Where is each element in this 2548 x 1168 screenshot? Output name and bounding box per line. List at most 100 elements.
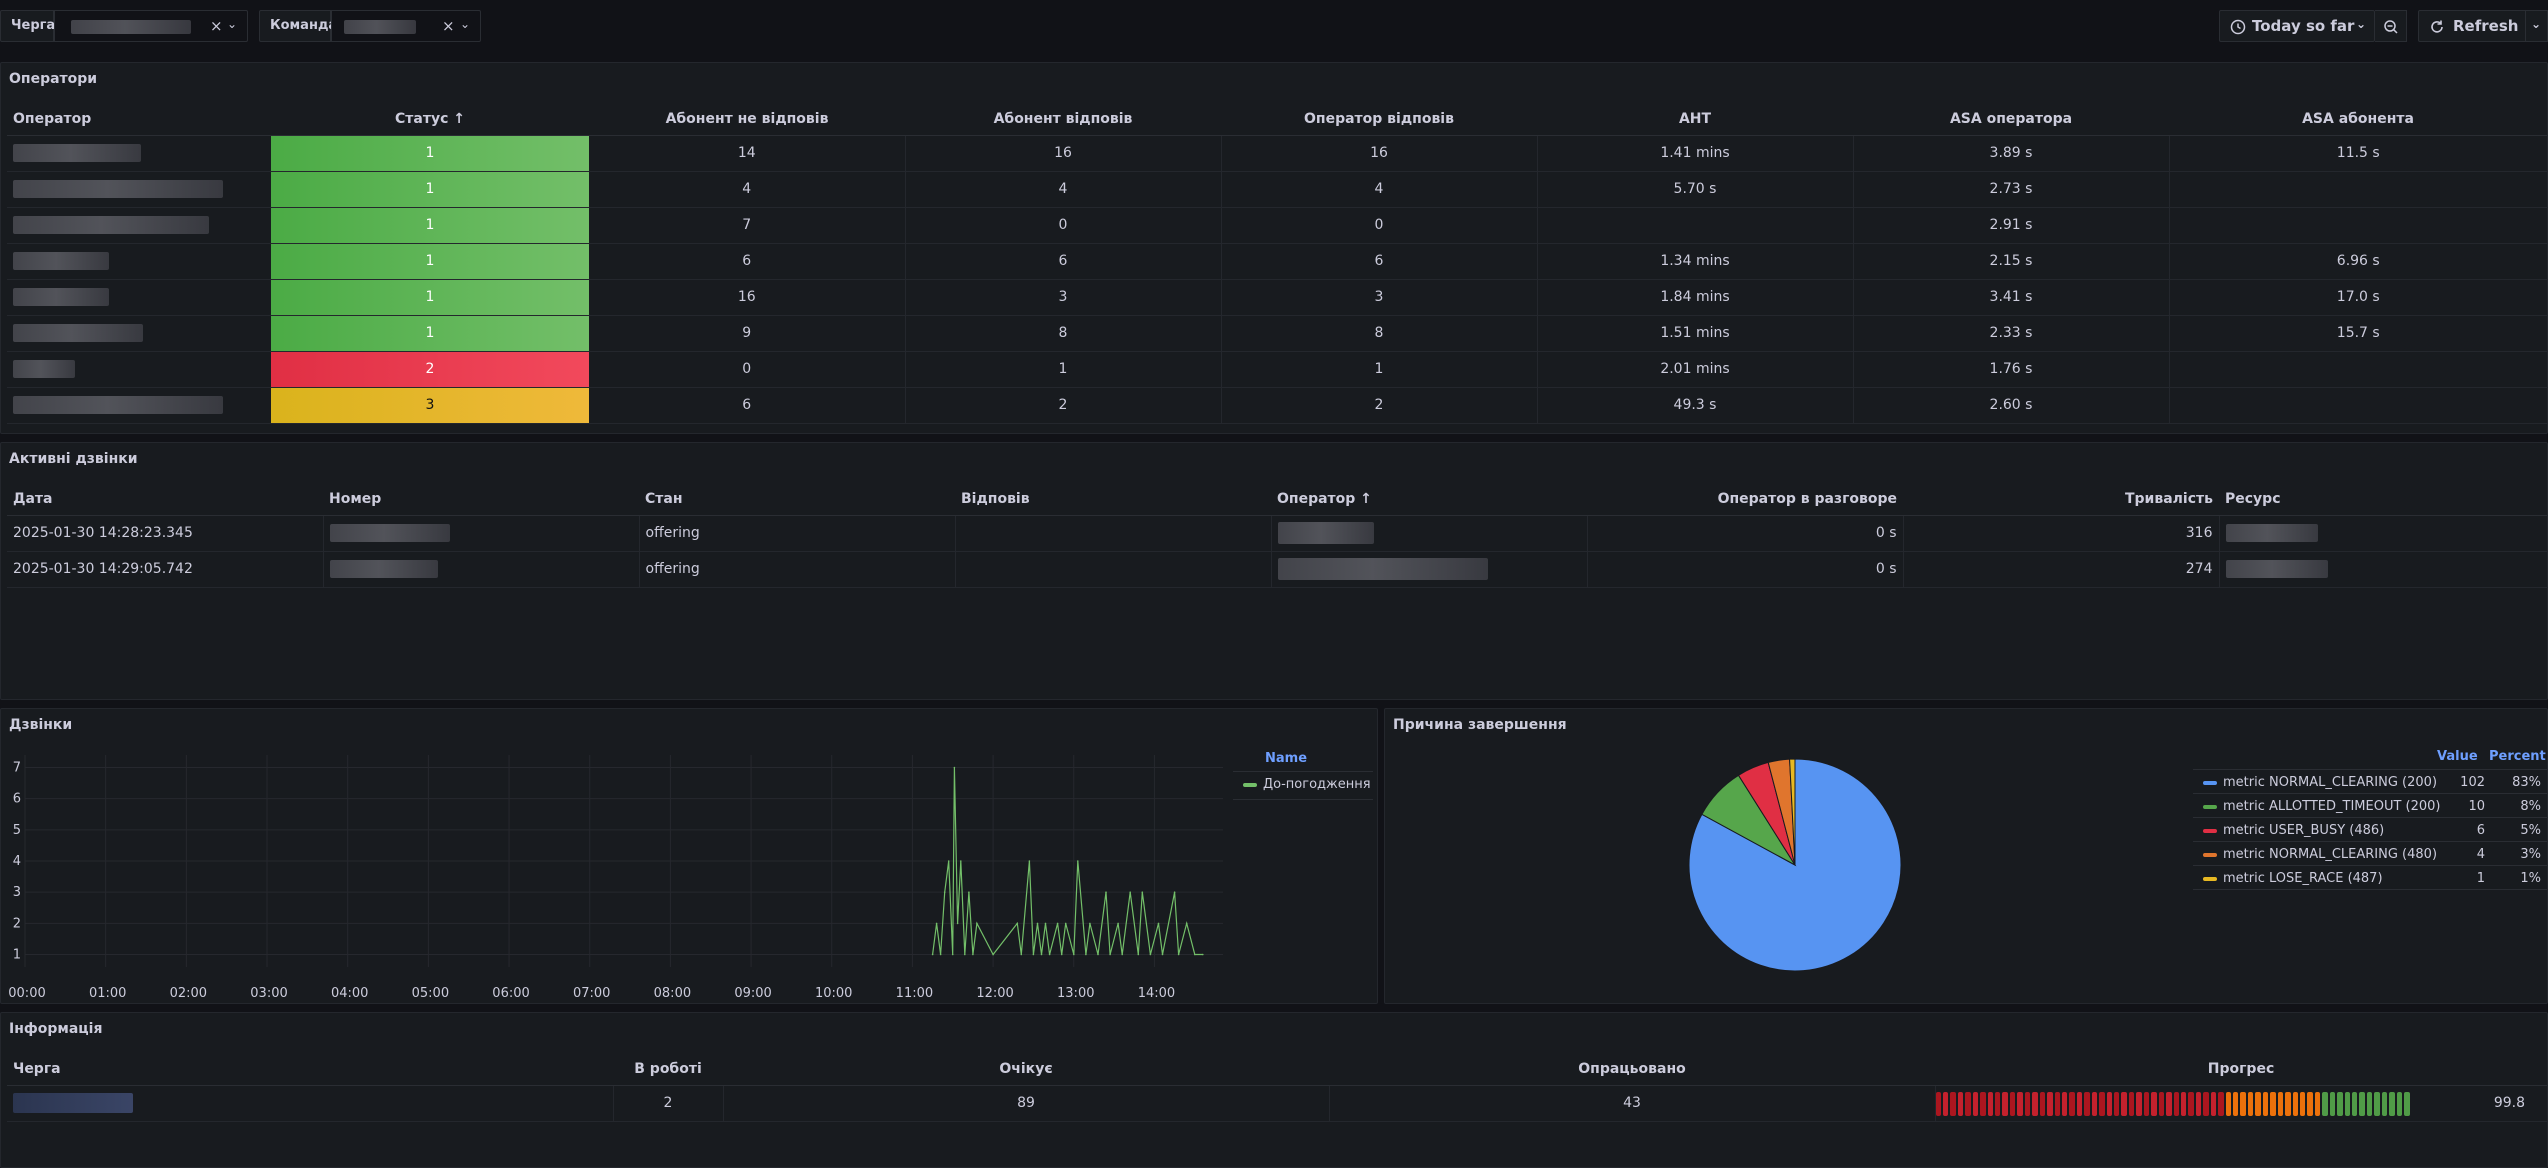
column-header-asa-subscriber[interactable]: ASA абонента <box>2169 103 2547 136</box>
table-row: 2 0 1 1 2.01 mins 1.76 s <box>7 351 2547 388</box>
asa-subscriber-cell <box>2169 171 2547 208</box>
gauge-segment <box>2262 1091 2269 1116</box>
refresh-label: Refresh <box>2453 17 2519 35</box>
legend-percent: 5% <box>2520 823 2541 838</box>
column-header-answered[interactable]: Відповів <box>955 483 1271 516</box>
column-header-operator[interactable]: Оператор <box>7 103 271 136</box>
calls-chart[interactable]: 1 2 3 4 5 6 7 00:00 01:00 02:00 03:00 04:00 05:00 06:… <box>1 745 1231 1003</box>
data-point <box>935 922 938 925</box>
column-header-in-talk[interactable]: Оператор в разговоре <box>1587 483 1903 516</box>
column-header-status[interactable]: Статус ↑ <box>271 103 589 136</box>
column-header-duration[interactable]: Тривалість <box>1903 483 2219 516</box>
column-header-queue[interactable]: Черга <box>7 1053 613 1086</box>
legend-item[interactable]: metric USER_BUSY (486) 6 5% <box>2203 823 2547 838</box>
aht-cell <box>1537 207 1854 244</box>
column-header-no-answer[interactable]: Абонент не відповів <box>589 103 905 136</box>
clear-icon[interactable]: × <box>210 17 223 35</box>
legend-item[interactable]: metric NORMAL_CLEARING (200) 102 83% <box>2203 775 2547 790</box>
data-point <box>1202 953 1204 956</box>
gauge-segment <box>2136 1091 2142 1116</box>
column-header-progress[interactable]: Прогрес <box>1935 1053 2547 1086</box>
chevron-down-icon: ⌄ <box>2531 17 2542 31</box>
operator-cell <box>7 387 271 424</box>
column-header-processed[interactable]: Опрацьовано <box>1329 1053 1935 1086</box>
in-talk-cell: 0 s <box>1587 551 1904 588</box>
operator-name-redacted <box>1277 522 1374 544</box>
progress-value: 99.8 <box>2493 1094 2525 1111</box>
legend-item[interactable]: metric NORMAL_CLEARING (480) 4 3% <box>2203 847 2547 862</box>
x-tick-label: 10:00 <box>815 986 852 1001</box>
y-tick-label: 5 <box>13 823 21 838</box>
column-header-operator[interactable]: Оператор ↑ <box>1271 483 1587 516</box>
gauge-segment <box>2299 1091 2306 1116</box>
column-header-aht[interactable]: AHT <box>1537 103 1853 136</box>
chevron-down-icon: ⌄ <box>2356 17 2367 31</box>
operator-answered-cell: 4 <box>1221 171 1538 208</box>
data-point <box>1089 922 1091 925</box>
gauge-segment <box>2322 1091 2328 1116</box>
queue-value-redacted <box>71 20 191 34</box>
answered-cell <box>955 515 1272 552</box>
column-header-in-work[interactable]: В роботі <box>613 1053 723 1086</box>
chevron-down-icon[interactable]: ⌄ <box>460 17 471 31</box>
number-redacted <box>329 560 438 578</box>
zoom-out-icon <box>2384 20 2398 34</box>
x-tick-label: 06:00 <box>492 986 529 1001</box>
data-point <box>1097 953 1099 956</box>
chevron-down-icon[interactable]: ⌄ <box>227 17 238 31</box>
queue-variable-select[interactable]: × ⌄ <box>54 10 248 42</box>
column-header-answered[interactable]: Абонент відповів <box>905 103 1221 136</box>
column-header-operator-answered[interactable]: Оператор відповів <box>1221 103 1537 136</box>
operator-name-redacted <box>13 252 109 270</box>
aht-cell: 1.51 mins <box>1537 315 1854 352</box>
legend-item[interactable]: metric LOSE_RACE (487) 1 1% <box>2203 871 2547 886</box>
table-row: 1 4 4 4 5.70 s 2.73 s <box>7 171 2547 208</box>
asa-subscriber-cell <box>2169 207 2547 244</box>
legend-percent-header[interactable]: Percent <box>2489 749 2546 764</box>
operator-cell <box>7 135 271 172</box>
aht-cell: 5.70 s <box>1537 171 1854 208</box>
data-point <box>964 953 966 956</box>
column-header-asa-operator[interactable]: ASA оператора <box>1853 103 2169 136</box>
refresh-button[interactable]: Refresh <box>2418 10 2526 42</box>
refresh-icon <box>2431 20 2443 33</box>
operator-cell <box>7 171 271 208</box>
data-point <box>968 891 970 893</box>
no-answer-cell: 6 <box>589 243 906 280</box>
column-header-number[interactable]: Номер <box>323 483 639 516</box>
gauge-segment <box>2374 1091 2380 1116</box>
data-point <box>1020 953 1023 956</box>
number-redacted <box>329 524 450 542</box>
gauge-segment <box>2203 1091 2209 1116</box>
column-header-state[interactable]: Стан <box>639 483 955 516</box>
reasons-pie-chart[interactable] <box>1685 755 1925 995</box>
operator-cell <box>1271 551 1588 588</box>
time-range-picker[interactable]: Today so far ⌄ <box>2219 10 2375 42</box>
in-work-cell: 2 <box>613 1085 724 1122</box>
legend-swatch <box>2203 804 2217 809</box>
legend-item[interactable]: До-погодження <box>1243 777 1371 792</box>
data-point <box>1109 953 1111 956</box>
answered-cell: 2 <box>905 387 1222 424</box>
no-answer-cell: 4 <box>589 171 906 208</box>
asa-operator-cell: 3.89 s <box>1853 135 2170 172</box>
data-point <box>1161 953 1164 956</box>
clear-icon[interactable]: × <box>442 17 455 35</box>
legend-swatch <box>2203 876 2217 881</box>
pie-slice[interactable] <box>1789 758 1796 866</box>
column-header-waiting[interactable]: Очікує <box>723 1053 1329 1086</box>
column-header-date[interactable]: Дата <box>7 483 323 516</box>
operator-answered-cell: 6 <box>1221 243 1538 280</box>
team-variable-select[interactable]: × ⌄ <box>331 10 481 42</box>
data-point <box>1036 922 1039 925</box>
gauge-segment <box>2188 1091 2194 1116</box>
legend-item[interactable]: metric ALLOTTED_TIMEOUT (200) 10 8% <box>2203 799 2547 814</box>
refresh-interval-dropdown[interactable]: ⌄ <box>2526 10 2548 42</box>
legend-value: 4 <box>2476 847 2485 862</box>
column-header-resource[interactable]: Ресурс <box>2219 483 2547 516</box>
legend-label: metric NORMAL_CLEARING (200) <box>2223 775 2438 790</box>
zoom-out-button[interactable] <box>2375 10 2407 42</box>
operator-answered-cell: 2 <box>1221 387 1538 424</box>
legend-value-header[interactable]: Value <box>2437 749 2478 764</box>
gauge-segment <box>2396 1091 2403 1116</box>
